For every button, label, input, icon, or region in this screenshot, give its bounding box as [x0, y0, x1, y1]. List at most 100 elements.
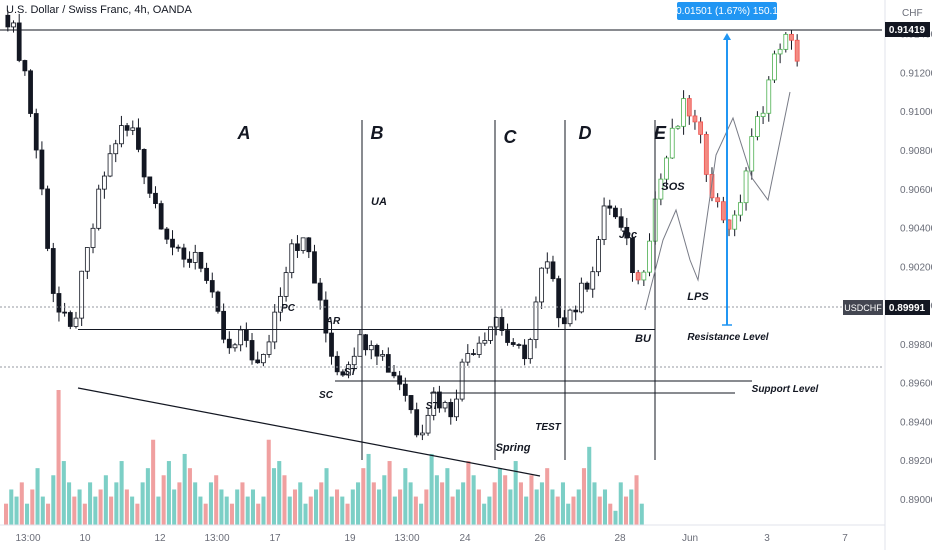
- volume-bar: [198, 496, 203, 525]
- volume-bar: [335, 489, 340, 525]
- candle-body: [79, 270, 85, 319]
- candle: [686, 95, 692, 125]
- candle: [329, 323, 334, 365]
- candle-body: [454, 398, 459, 418]
- candle: [136, 118, 141, 153]
- candle-body: [153, 192, 158, 204]
- candle: [647, 233, 652, 277]
- candle: [783, 32, 789, 53]
- candle-body: [533, 301, 539, 340]
- candle: [215, 290, 221, 314]
- candle-body: [561, 317, 567, 325]
- volume-bar: [429, 453, 434, 525]
- volume-bar: [240, 482, 245, 525]
- candle: [73, 311, 79, 329]
- x-tick-label: 10: [79, 533, 91, 544]
- candle-body: [141, 149, 147, 178]
- candle-body: [584, 282, 590, 290]
- volume-bar: [413, 496, 418, 525]
- volume-bar: [356, 482, 361, 525]
- candle-body: [425, 414, 431, 434]
- candle-body: [419, 432, 425, 436]
- candle-body: [278, 295, 283, 313]
- candle: [544, 252, 550, 274]
- candle: [755, 111, 760, 141]
- candle: [181, 243, 187, 268]
- candle: [601, 197, 607, 246]
- volume-bar: [424, 489, 429, 525]
- candle-body: [720, 201, 726, 221]
- candle-body: [385, 354, 391, 373]
- candle: [408, 395, 414, 414]
- candle: [584, 281, 590, 293]
- candle: [317, 278, 323, 310]
- y-axis: 0.890000.892000.894000.896000.898000.900…: [843, 0, 932, 550]
- candle-body: [50, 248, 56, 294]
- candle: [141, 148, 147, 185]
- candle-body: [516, 344, 522, 346]
- candle-body: [465, 353, 471, 363]
- volume-bar: [77, 489, 82, 525]
- candle: [243, 322, 249, 348]
- candle-body: [686, 98, 692, 117]
- volume-bar: [119, 461, 124, 525]
- candle: [249, 333, 255, 365]
- volume-bar: [377, 489, 382, 525]
- volume-bar: [566, 503, 571, 525]
- currency-label: CHF: [902, 8, 923, 19]
- candle-body: [397, 375, 403, 385]
- candle-body: [255, 359, 261, 364]
- candle-body: [204, 267, 209, 281]
- candle: [130, 120, 136, 136]
- candle-body: [357, 334, 363, 357]
- candle-body: [73, 317, 79, 327]
- candle: [380, 350, 386, 361]
- candle-body: [119, 125, 124, 145]
- candle-body: [624, 226, 630, 239]
- annotation-label: Support Level: [752, 384, 819, 395]
- candle: [90, 223, 96, 254]
- candle-body: [544, 261, 550, 269]
- candle-body: [226, 338, 232, 349]
- y-tick-label: 0.91200: [900, 68, 932, 79]
- candle-body: [550, 261, 556, 280]
- volume-bar: [576, 489, 581, 525]
- candle: [556, 275, 562, 328]
- candle-body: [215, 291, 221, 312]
- candle-body: [306, 237, 312, 253]
- candle-body: [408, 395, 414, 411]
- volume-bar: [555, 496, 560, 525]
- volume-bar: [266, 439, 271, 525]
- volume-bar: [613, 510, 618, 525]
- candle: [789, 30, 794, 50]
- volume-trendline: [77, 387, 541, 477]
- volume-bar: [277, 461, 282, 525]
- candle: [419, 424, 425, 441]
- candle: [385, 347, 391, 373]
- candle: [737, 194, 743, 222]
- candle-body: [737, 202, 743, 216]
- candle: [39, 141, 45, 196]
- candle-body: [175, 246, 181, 249]
- candle: [630, 233, 635, 282]
- candle: [45, 185, 50, 252]
- volume-bar: [25, 503, 30, 525]
- candle: [749, 128, 755, 180]
- candle-body: [243, 329, 249, 341]
- candle-body: [289, 243, 295, 274]
- volume-bar: [371, 482, 376, 525]
- candle: [720, 196, 726, 224]
- annotation-label: ST: [426, 401, 440, 412]
- volume-bar: [224, 496, 229, 525]
- volume-bar: [9, 489, 14, 525]
- symbol-tag: [843, 300, 883, 315]
- volume-bar: [450, 496, 455, 525]
- candle: [499, 308, 505, 336]
- volume-bar: [592, 482, 597, 525]
